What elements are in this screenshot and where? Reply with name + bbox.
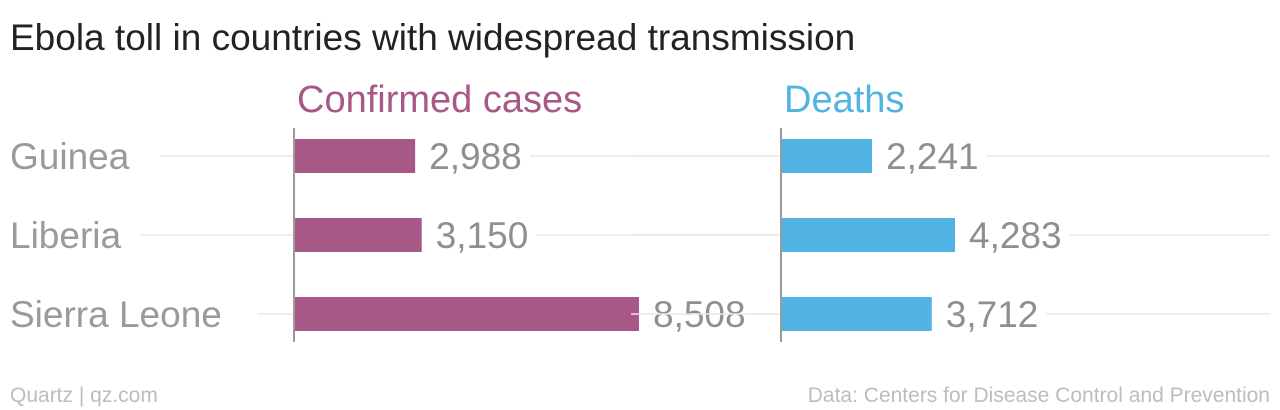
bar-confirmed-cases: [294, 218, 422, 252]
chart-title: Ebola toll in countries with widespread …: [10, 17, 855, 58]
bar-deaths: [781, 139, 873, 173]
footer-source-left: Quartz | qz.com: [10, 384, 158, 407]
bar-deaths: [781, 218, 955, 252]
data-label: 2,988: [429, 136, 522, 177]
data-label: 3,712: [946, 294, 1039, 335]
category-label: Liberia: [10, 215, 121, 256]
bar-confirmed-cases: [294, 297, 639, 331]
footer-source-right: Data: Centers for Disease Control and Pr…: [808, 384, 1270, 407]
data-label: 3,150: [436, 215, 529, 256]
category-label: Guinea: [10, 136, 130, 177]
data-label: 4,283: [969, 215, 1062, 256]
series-title: Deaths: [784, 79, 904, 121]
bar-confirmed-cases: [294, 139, 416, 173]
chart-body: Guinea Liberia Sierra Leone Confirmed cases…: [10, 79, 1270, 342]
category-label: Sierra Leone: [10, 294, 222, 335]
series-title: Confirmed cases: [297, 79, 582, 121]
data-label: 2,241: [886, 136, 979, 177]
bar-deaths: [781, 297, 932, 331]
